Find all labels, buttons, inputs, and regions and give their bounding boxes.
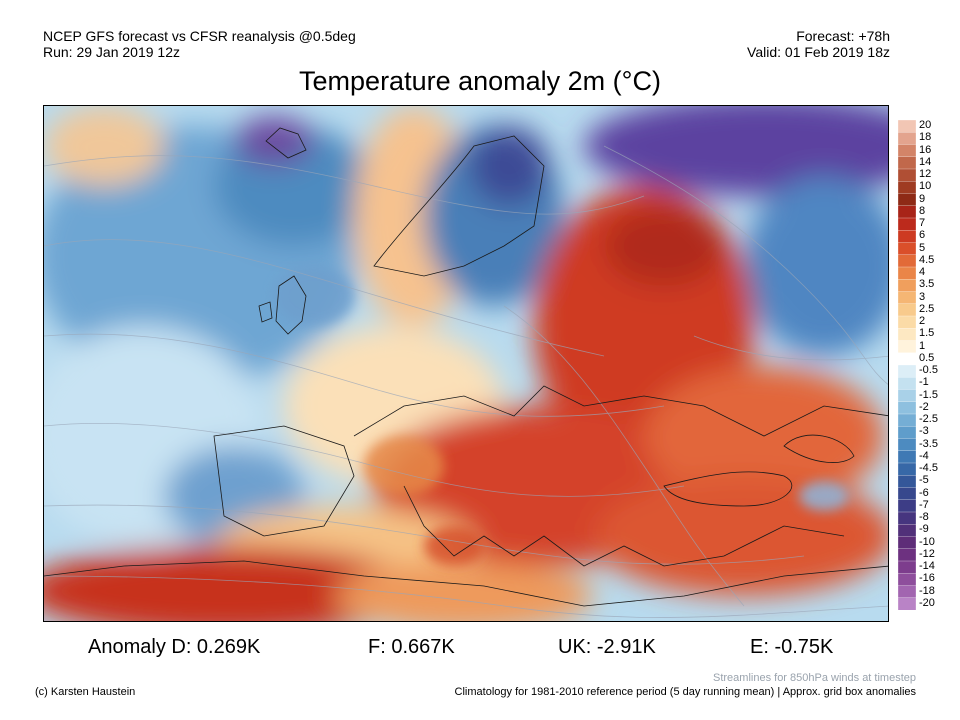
run-info-line: Run: 29 Jan 2019 12z xyxy=(43,44,180,60)
colorbar-label: 3.5 xyxy=(919,278,935,291)
colorbar-cell xyxy=(898,573,916,586)
colorbar-cell xyxy=(898,352,916,366)
colorbar-label: -20 xyxy=(919,596,935,609)
colorbar-cell xyxy=(898,217,916,231)
colorbar-cell xyxy=(898,548,916,562)
colorbar-cell xyxy=(898,328,916,341)
colorbar-cell xyxy=(898,291,916,305)
colorbar-label: 1.5 xyxy=(919,327,935,340)
colorbar xyxy=(898,120,916,610)
colorbar-label: 16 xyxy=(919,143,932,156)
colorbar-label: 2 xyxy=(919,315,926,328)
colorbar-cell xyxy=(898,499,916,513)
colorbar-label: -2.5 xyxy=(919,413,938,426)
colorbar-label: -18 xyxy=(919,584,935,597)
colorbar-cell xyxy=(898,230,916,243)
colorbar-cell xyxy=(898,524,916,537)
colorbar-cell xyxy=(898,511,916,525)
colorbar-cell xyxy=(898,120,916,133)
colorbar-cell xyxy=(898,426,916,439)
colorbar-label: 10 xyxy=(919,180,932,193)
colorbar-cell xyxy=(898,266,916,280)
colorbar-label: 1 xyxy=(919,339,926,352)
model-info-line: NCEP GFS forecast vs CFSR reanalysis @0.… xyxy=(43,28,356,44)
colorbar-label: 8 xyxy=(919,204,926,217)
colorbar-cell xyxy=(898,242,916,256)
colorbar-label: 4.5 xyxy=(919,253,935,266)
anomaly-f: F: 0.667K xyxy=(368,636,455,658)
colorbar-label: 14 xyxy=(919,155,932,168)
colorbar-cell xyxy=(898,389,916,403)
colorbar-label: 0.5 xyxy=(919,351,935,364)
colorbar-label: -7 xyxy=(919,498,929,511)
colorbar-cell xyxy=(898,205,916,219)
colorbar-label: -12 xyxy=(919,547,935,560)
colorbar-cell xyxy=(898,487,916,501)
colorbar-label: 20 xyxy=(919,119,932,132)
colorbar-cell xyxy=(898,364,916,378)
colorbar-cell xyxy=(898,144,916,158)
colorbar-label: 2.5 xyxy=(919,302,935,315)
colorbar-label: -0.5 xyxy=(919,364,938,377)
anomaly-e: E: -0.75K xyxy=(750,636,834,658)
colorbar-cell xyxy=(898,303,916,317)
colorbar-label: -5 xyxy=(919,474,929,487)
colorbar-label: -16 xyxy=(919,572,935,585)
colorbar-label: -6 xyxy=(919,486,929,499)
anomaly-d: Anomaly D: 0.269K xyxy=(88,636,261,658)
colorbar-cell xyxy=(898,413,916,427)
colorbar-cell xyxy=(898,560,916,574)
colorbar-label: -14 xyxy=(919,560,935,573)
colorbar-cell xyxy=(898,401,916,415)
colorbar-label: 7 xyxy=(919,217,926,230)
colorbar-label: -1.5 xyxy=(919,388,938,401)
forecast-hour: Forecast: +78h xyxy=(796,28,890,44)
colorbar-label: -4.5 xyxy=(919,462,938,475)
colorbar-cell xyxy=(898,193,916,207)
colorbar-cell xyxy=(898,597,916,610)
colorbar-label: -4 xyxy=(919,449,929,462)
colorbar-cell xyxy=(898,156,916,170)
colorbar-cell xyxy=(898,377,916,390)
colorbar-label: -10 xyxy=(919,535,935,548)
colorbar-label: 18 xyxy=(919,131,932,144)
colorbar-cell xyxy=(898,315,916,329)
colorbar-cell xyxy=(898,450,916,464)
colorbar-cell xyxy=(898,475,916,488)
colorbar-label: -1 xyxy=(919,376,929,389)
colorbar-cell xyxy=(898,168,916,182)
copyright: (c) Karsten Haustein xyxy=(35,686,136,698)
climatology-note: Climatology for 1981-2010 reference peri… xyxy=(454,686,916,698)
anomaly-map xyxy=(43,105,889,622)
map-title: Temperature anomaly 2m (°C) xyxy=(299,66,661,96)
colorbar-label: -3.5 xyxy=(919,437,938,450)
colorbar-cell xyxy=(898,536,916,550)
colorbar-label: -9 xyxy=(919,523,929,536)
colorbar-cell xyxy=(898,585,916,599)
streamline-note: Streamlines for 850hPa winds at timestep xyxy=(713,672,916,684)
colorbar-cell xyxy=(898,132,916,145)
colorbar-cell xyxy=(898,254,916,268)
colorbar-label: 5 xyxy=(919,241,926,254)
colorbar-cell xyxy=(898,279,916,292)
colorbar-cell xyxy=(898,462,916,476)
colorbar-label: 12 xyxy=(919,168,932,181)
valid-time: Valid: 01 Feb 2019 18z xyxy=(747,44,890,60)
colorbar-cell xyxy=(898,181,916,194)
colorbar-label: 9 xyxy=(919,192,926,205)
colorbar-label: -8 xyxy=(919,511,929,524)
colorbar-label: 6 xyxy=(919,229,926,242)
colorbar-label: 3 xyxy=(919,290,926,303)
colorbar-cell xyxy=(898,438,916,452)
anomaly-uk: UK: -2.91K xyxy=(558,636,656,658)
colorbar-label: -3 xyxy=(919,425,929,438)
colorbar-label: 4 xyxy=(919,266,926,279)
colorbar-cell xyxy=(898,340,916,354)
colorbar-label: -2 xyxy=(919,400,929,413)
